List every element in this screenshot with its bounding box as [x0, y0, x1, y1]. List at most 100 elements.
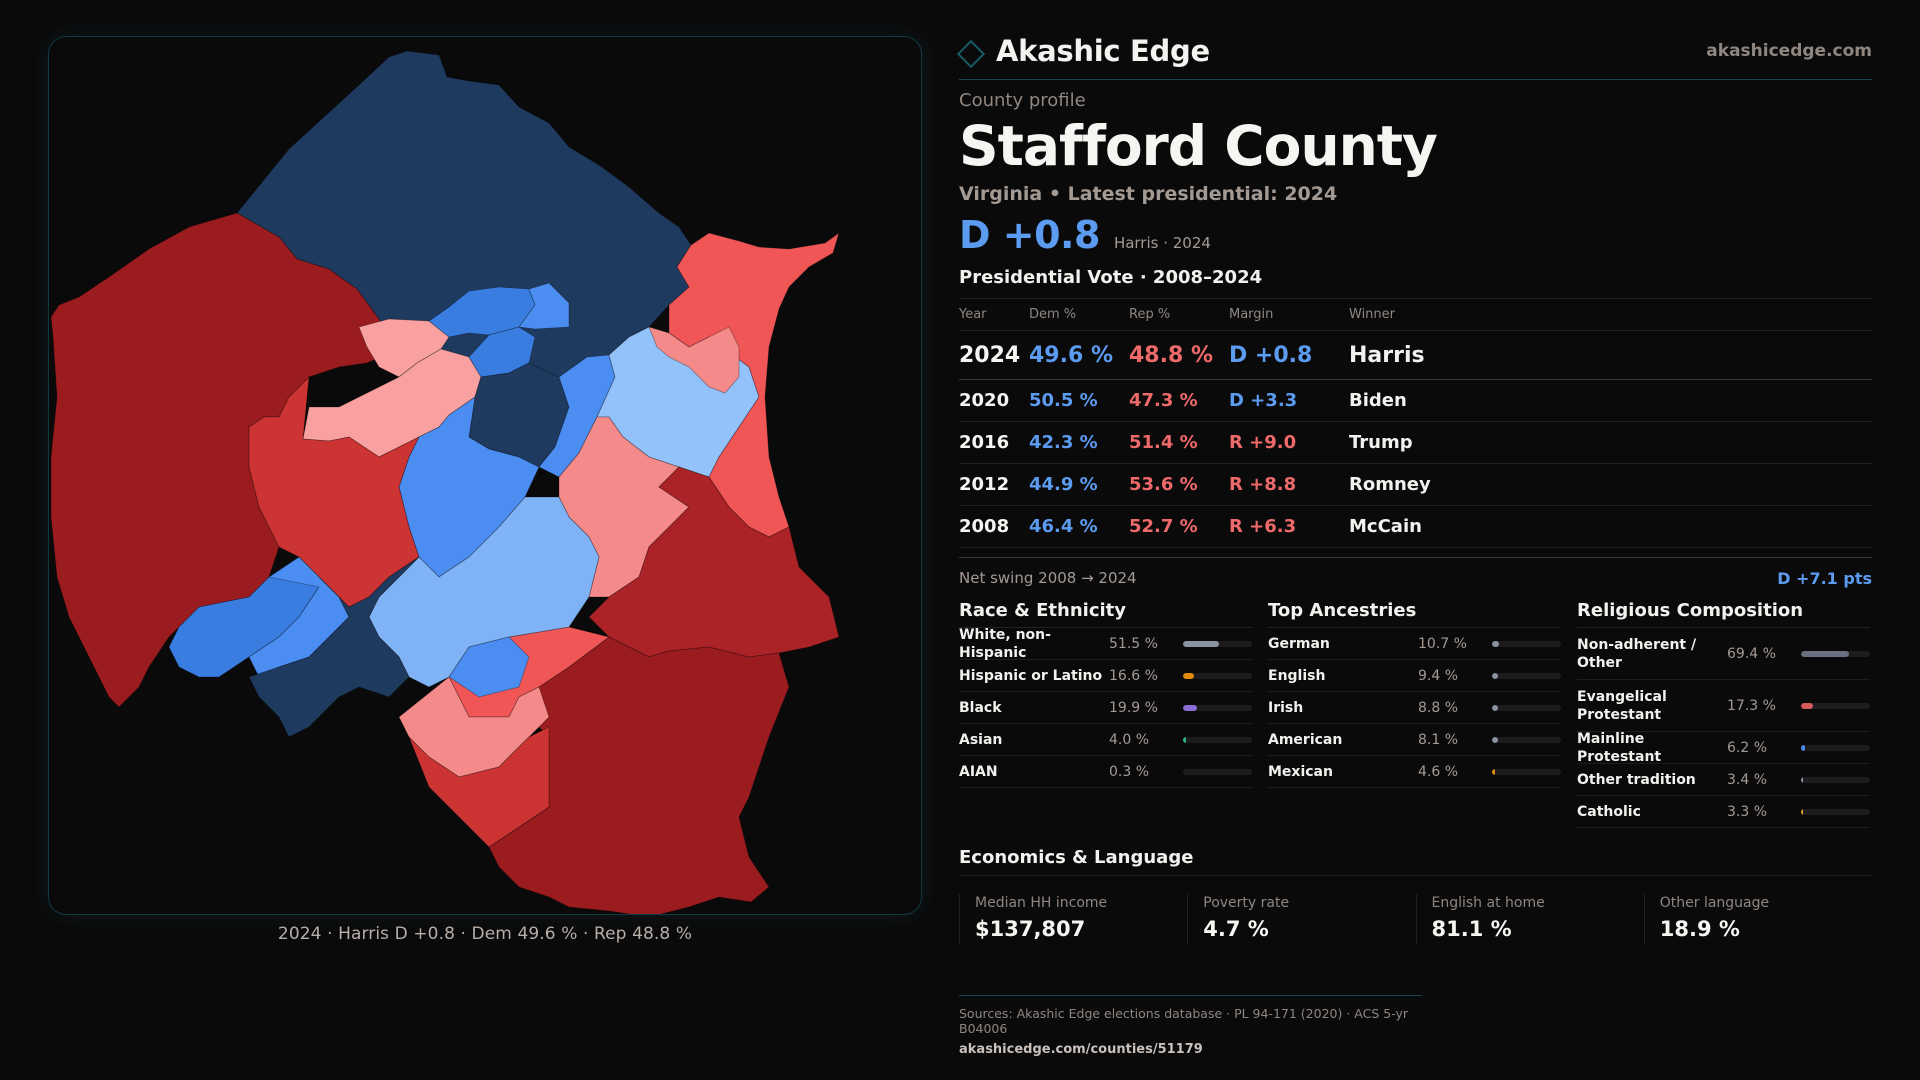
race-ethnicity-section: Race & Ethnicity White, non-Hispanic 51.5… [959, 596, 1252, 828]
stat-bar-track [1183, 768, 1252, 775]
stat-value: 0.3 % [1109, 763, 1150, 780]
stat-bar-track [1492, 768, 1561, 775]
table-row[interactable]: 2020 50.5 % 47.3 % D +3.3 Biden [959, 379, 1872, 422]
stat-bar-track [1801, 744, 1870, 751]
stat-bar-fill [1801, 776, 1804, 783]
column-header-winner: Winner [1349, 298, 1872, 331]
winner-cell: McCain [1349, 505, 1872, 548]
precinct-south-rep-lean[interactable] [408, 726, 550, 848]
stat-bar-track [1183, 672, 1252, 679]
stat-label: White, non-Hispanic [959, 626, 1051, 661]
net-swing-value: D +7.1 pts [1777, 569, 1872, 588]
precinct-southwest-dem-mid[interactable] [448, 636, 530, 698]
stat-bar-track [1801, 808, 1870, 815]
precinct-south-rep-pale[interactable] [398, 676, 550, 778]
stat-label: Irish [1268, 699, 1304, 716]
stat-bar-track [1801, 650, 1870, 657]
precinct-southwest-dem-strong[interactable] [248, 556, 420, 738]
precinct-rep-lean-center[interactable] [248, 375, 420, 608]
metric-value: 81.1 % [1431, 917, 1512, 941]
diamond-logo-icon [956, 39, 986, 69]
stat-value: 4.6 % [1418, 763, 1459, 780]
precinct-east-coast[interactable] [668, 231, 840, 538]
stat-bar-track [1183, 704, 1252, 711]
year-cell: 2008 [959, 505, 1029, 548]
margin-cell: D +0.8 [1229, 330, 1349, 380]
page-title: Stafford County [959, 114, 1438, 178]
stat-bar-track [1492, 672, 1561, 679]
brand-header: Akashic Edge akashicedge.com [956, 30, 1872, 80]
stat-label: Other tradition [1577, 771, 1696, 788]
dem-pct-cell: 50.5 % [1029, 379, 1129, 422]
precinct-map[interactable] [48, 36, 922, 915]
precinct-east-pale[interactable] [648, 326, 740, 394]
metric-label: English at home [1431, 895, 1545, 911]
presidential-vote-table: Year Dem % Rep % Margin Winner 2024 49.6 … [959, 298, 1872, 548]
table-row[interactable]: 2008 46.4 % 52.7 % R +6.3 McCain [959, 505, 1872, 548]
brand-name[interactable]: Akashic Edge [996, 34, 1210, 68]
stat-value: 16.6 % [1109, 667, 1158, 684]
stat-label: Catholic [1577, 803, 1641, 820]
year-cell: 2020 [959, 379, 1029, 422]
precinct-map-svg[interactable] [49, 37, 922, 915]
rep-pct-cell: 52.7 % [1129, 505, 1229, 548]
stat-bar-fill [1492, 704, 1499, 711]
stat-bar-track [1801, 776, 1870, 783]
county-subtitle: Virginia • Latest presidential: 2024 [959, 183, 1338, 205]
stat-value: 69.4 % [1727, 645, 1776, 662]
stat-label: AIAN [959, 763, 998, 780]
stat-bar-track [1492, 736, 1561, 743]
stat-value: 3.3 % [1727, 803, 1768, 820]
sources-footer: Sources: Akashic Edge elections database… [959, 995, 1422, 1057]
stat-label: English [1268, 667, 1326, 684]
metric-label: Poverty rate [1203, 895, 1290, 911]
dem-pct-cell: 49.6 % [1029, 330, 1129, 380]
precinct-dem-mid-1[interactable] [518, 282, 570, 330]
brand-url-link[interactable]: akashicedge.com [1706, 41, 1872, 61]
headline-margin: D +0.8 [959, 213, 1100, 257]
stat-bar-track [1801, 702, 1870, 709]
column-header-rep: Rep % [1129, 298, 1229, 331]
county-profile-panel: Akashic Edge akashicedge.com County prof… [956, 30, 1872, 944]
table-row[interactable]: 2012 44.9 % 53.6 % R +8.8 Romney [959, 463, 1872, 506]
rep-pct-cell: 47.3 % [1129, 379, 1229, 422]
list-item: German 10.7 % [1268, 628, 1561, 660]
headline-note: Harris · 2024 [1113, 234, 1211, 252]
list-item: Asian 4.0 % [959, 724, 1252, 756]
list-item: White, non-Hispanic 51.5 % [959, 626, 1252, 661]
stat-bar-fill [1492, 768, 1496, 775]
stat-label: Non-adherent / Other [1577, 636, 1697, 671]
stat-bar-fill [1801, 808, 1804, 815]
metric-card: Poverty rate 4.7 % [1187, 894, 1415, 944]
county-url-link[interactable]: akashicedge.com/counties/51179 [959, 1042, 1203, 1057]
stat-label: Black [959, 699, 1002, 716]
eyebrow-label: County profile [959, 90, 1086, 111]
stat-value: 51.5 % [1109, 635, 1158, 652]
table-row[interactable]: 2024 49.6 % 48.8 % D +0.8 Harris [959, 330, 1872, 380]
race-ethnicity-title: Race & Ethnicity [959, 596, 1252, 628]
stat-label: Mexican [1268, 763, 1333, 780]
margin-cell: R +9.0 [1229, 421, 1349, 464]
stat-bar-track [1492, 640, 1561, 647]
religion-section: Religious Composition Non-adherent / Oth… [1577, 596, 1870, 828]
religion-title: Religious Composition [1577, 596, 1870, 628]
table-row[interactable]: 2016 42.3 % 51.4 % R +9.0 Trump [959, 421, 1872, 464]
metric-label: Other language [1659, 895, 1770, 911]
list-item: Hispanic or Latino 16.6 % [959, 660, 1252, 692]
stat-value: 9.4 % [1418, 667, 1459, 684]
metric-value: $137,807 [975, 917, 1086, 941]
column-header-year: Year [959, 298, 1029, 331]
rep-pct-cell: 48.8 % [1129, 330, 1229, 380]
list-item: Catholic 3.3 % [1577, 796, 1870, 828]
map-caption: 2024 · Harris D +0.8 · Dem 49.6 % · Rep … [277, 924, 693, 944]
margin-cell: D +3.3 [1229, 379, 1349, 422]
table-header-row: Year Dem % Rep % Margin Winner [959, 298, 1872, 331]
winner-cell: Romney [1349, 463, 1872, 506]
metric-card: English at home 81.1 % [1415, 894, 1644, 944]
stat-bar-fill [1492, 736, 1498, 743]
metric-value: 4.7 % [1203, 917, 1269, 941]
stat-label: Evangelical Protestant [1577, 688, 1667, 723]
list-item: Other tradition 3.4 % [1577, 764, 1870, 796]
year-cell: 2024 [959, 330, 1029, 380]
ancestry-section: Top Ancestries German 10.7 % English 9.4 % I… [1268, 596, 1561, 828]
